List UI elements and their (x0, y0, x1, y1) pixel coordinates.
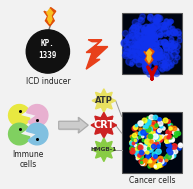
FancyBboxPatch shape (122, 13, 182, 74)
Text: ICD inducer: ICD inducer (25, 77, 70, 86)
Text: ATP: ATP (95, 96, 113, 105)
FancyBboxPatch shape (122, 112, 182, 173)
Wedge shape (8, 123, 30, 145)
Text: HMGB-1: HMGB-1 (91, 147, 117, 152)
Polygon shape (144, 48, 154, 64)
Polygon shape (92, 138, 116, 162)
Wedge shape (27, 123, 48, 145)
Wedge shape (8, 105, 30, 126)
Polygon shape (44, 8, 56, 26)
Polygon shape (91, 112, 117, 138)
Text: CRT: CRT (93, 120, 114, 130)
Polygon shape (47, 9, 53, 24)
Polygon shape (92, 89, 116, 112)
Polygon shape (86, 40, 108, 69)
Polygon shape (78, 117, 88, 133)
Circle shape (26, 30, 69, 73)
Polygon shape (146, 50, 152, 62)
Wedge shape (27, 105, 48, 126)
Text: KP.
1339: KP. 1339 (39, 39, 57, 60)
Polygon shape (59, 121, 79, 129)
Text: Cancer cells: Cancer cells (129, 176, 175, 185)
Text: Immune
cells: Immune cells (13, 150, 44, 169)
